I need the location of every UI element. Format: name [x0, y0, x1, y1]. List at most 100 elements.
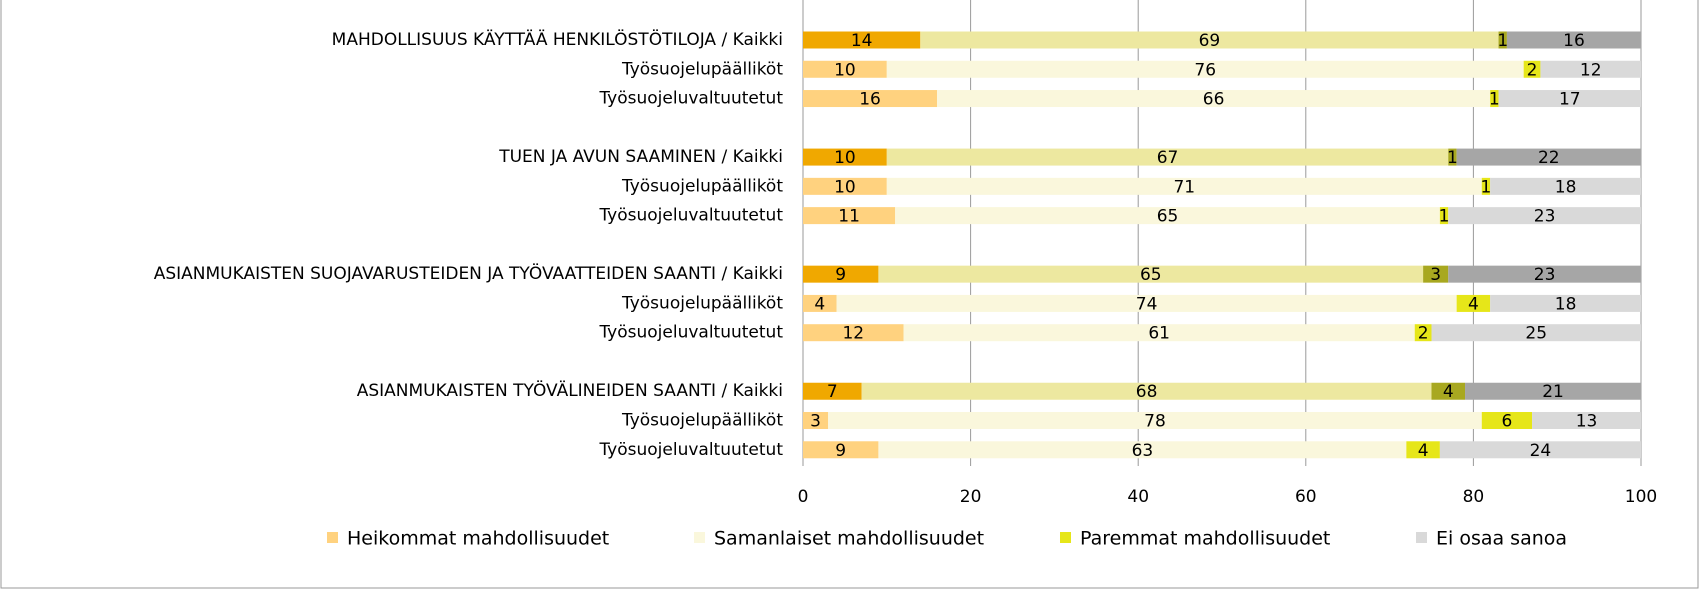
bar-segment [1490, 294, 1641, 312]
bar-segment [1481, 177, 1491, 195]
value-label: 6 [1502, 412, 1513, 432]
bar-segment [1423, 265, 1449, 283]
bar-segment [803, 177, 887, 195]
value-label: 7 [827, 382, 838, 402]
bar-segment [803, 412, 829, 430]
bar-segment [1439, 441, 1641, 459]
bar-segment [920, 31, 1499, 49]
bar-segment [886, 177, 1482, 195]
value-label: 16 [1563, 31, 1585, 51]
value-label: 16 [859, 90, 881, 110]
value-label: 65 [1140, 265, 1162, 285]
value-label: 1 [1489, 90, 1500, 110]
bar-segment [803, 207, 896, 225]
bar-segment [1448, 148, 1457, 166]
legend-label: Samanlaiset mahdollisuudet [714, 528, 984, 550]
bar-segment [1506, 31, 1641, 49]
value-label: 67 [1157, 148, 1179, 168]
bar-segment [803, 148, 887, 166]
value-label: 23 [1534, 207, 1556, 227]
value-label: 24 [1530, 441, 1552, 461]
category-label: Työsuojelupäälliköt [621, 176, 783, 196]
legend-label: Heikommat mahdollisuudet [347, 528, 609, 550]
bar-segment [836, 294, 1457, 312]
bar-segment [1498, 90, 1641, 108]
bar-segment [803, 60, 887, 78]
value-label: 66 [1203, 90, 1225, 110]
value-label: 10 [834, 60, 856, 80]
bar-segment [1431, 324, 1641, 342]
bar-segment [1465, 382, 1641, 400]
value-label: 61 [1148, 324, 1170, 344]
value-label: 2 [1418, 324, 1429, 344]
value-label: 22 [1538, 148, 1560, 168]
value-label: 10 [834, 148, 856, 168]
value-label: 3 [810, 412, 821, 432]
bar-segment [803, 324, 904, 342]
x-tick-label: 60 [1295, 487, 1317, 507]
bar-segment [1406, 441, 1440, 459]
bar-segment [903, 324, 1415, 342]
bar-segment [1532, 412, 1641, 430]
category-label: ASIANMUKAISTEN TYÖVÄLINEIDEN SAANTI / Ka… [357, 379, 783, 401]
value-label: 4 [1443, 382, 1454, 402]
value-label: 63 [1132, 441, 1154, 461]
value-label: 71 [1173, 177, 1195, 197]
bar-segment [803, 90, 938, 108]
bar-segment [1490, 90, 1499, 108]
bar-segment [803, 31, 921, 49]
value-label: 2 [1527, 60, 1538, 80]
x-tick-label: 40 [1127, 487, 1149, 507]
bar-segment [1439, 207, 1449, 225]
bar-segment [1481, 412, 1533, 430]
bar-segment [861, 382, 1432, 400]
bar-segment [803, 441, 879, 459]
category-label: MAHDOLLISUUS KÄYTTÄÄ HENKILÖSTÖTILOJA / … [332, 28, 783, 50]
value-label: 14 [851, 31, 873, 51]
value-label: 74 [1136, 294, 1158, 314]
category-label: Työsuojelupäälliköt [621, 293, 783, 313]
value-label: 23 [1534, 265, 1556, 285]
bar-segment [878, 441, 1407, 459]
value-label: 69 [1199, 31, 1221, 51]
x-tick-label: 20 [960, 487, 982, 507]
category-label: ASIANMUKAISTEN SUOJAVARUSTEIDEN JA TYÖVA… [154, 262, 783, 284]
bar-segment [1456, 294, 1491, 312]
bar-segment [895, 207, 1440, 225]
category-label: Työsuojeluvaltuutetut [598, 323, 783, 343]
bar-segment [878, 265, 1424, 283]
value-label: 13 [1576, 412, 1598, 432]
value-label: 11 [838, 207, 860, 227]
value-label: 76 [1194, 60, 1216, 80]
value-label: 9 [835, 441, 846, 461]
legend-label: Ei osaa sanoa [1436, 528, 1567, 550]
value-label: 12 [842, 324, 864, 344]
bar-segment [1448, 265, 1641, 283]
value-label: 9 [835, 265, 846, 285]
bar-segment [886, 148, 1449, 166]
value-label: 21 [1542, 382, 1564, 402]
legend-swatch [1416, 532, 1427, 543]
value-label: 1 [1481, 177, 1492, 197]
legend-swatch [694, 532, 705, 543]
bar-segment [803, 382, 862, 400]
value-label: 1 [1439, 207, 1450, 227]
bar-segment [1448, 207, 1641, 225]
value-label: 68 [1136, 382, 1158, 402]
x-tick-label: 0 [798, 487, 809, 507]
value-label: 18 [1555, 177, 1577, 197]
value-label: 1 [1497, 31, 1508, 51]
category-label: Työsuojeluvaltuutetut [598, 89, 783, 109]
bar-segment [937, 90, 1491, 108]
value-label: 10 [834, 177, 856, 197]
value-label: 65 [1157, 207, 1179, 227]
bar-segment [1456, 148, 1641, 166]
value-label: 18 [1555, 294, 1577, 314]
bar-segment [1414, 324, 1432, 342]
value-label: 1 [1447, 148, 1458, 168]
legend-swatch [327, 532, 338, 543]
bar-segment [828, 412, 1482, 430]
value-label: 12 [1580, 60, 1602, 80]
